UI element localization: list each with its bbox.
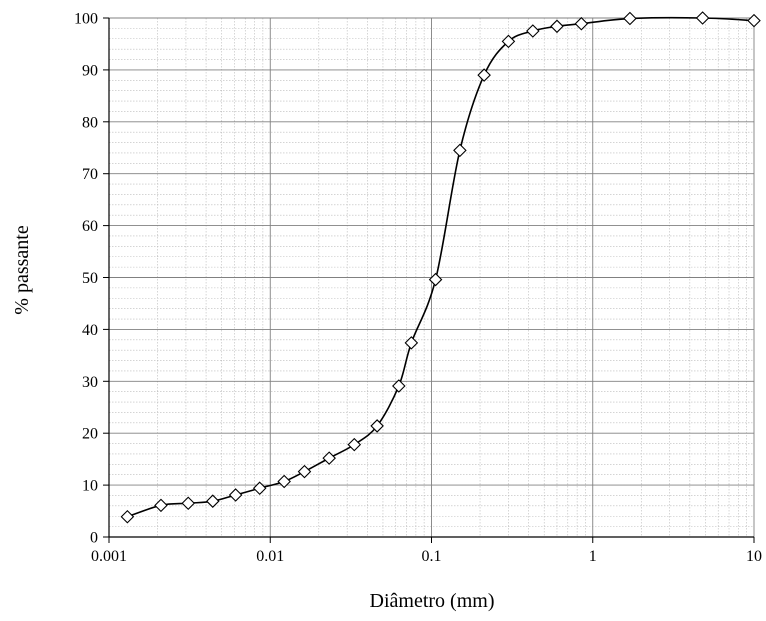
data-point bbox=[252, 481, 267, 495]
data-point bbox=[574, 16, 589, 31]
data-point bbox=[695, 11, 710, 25]
x-tick-label: 10 bbox=[746, 548, 762, 565]
y-tick-label: 60 bbox=[82, 218, 98, 235]
data-point bbox=[181, 496, 196, 511]
y-tick-label: 40 bbox=[82, 322, 98, 339]
y-tick-labels: 0 10 20 30 40 50 60 70 80 90 100 bbox=[74, 11, 98, 547]
y-tick-label: 0 bbox=[90, 530, 98, 547]
data-point bbox=[370, 419, 384, 433]
axis-ticks bbox=[103, 17, 755, 543]
y-tick-label: 30 bbox=[82, 374, 98, 391]
y-axis-title: % passante bbox=[11, 225, 33, 315]
x-tick-label: 0.1 bbox=[422, 548, 442, 565]
data-point bbox=[404, 336, 419, 350]
y-tick-label: 20 bbox=[82, 426, 98, 443]
y-tick-label: 70 bbox=[82, 166, 98, 183]
y-tick-label: 90 bbox=[82, 62, 98, 79]
data-point bbox=[501, 34, 516, 49]
x-tick-label: 0.001 bbox=[91, 548, 127, 565]
data-point bbox=[322, 451, 336, 465]
data-point bbox=[228, 488, 243, 502]
x-tick-labels: 0.001 0.01 0.1 1 10 bbox=[91, 548, 762, 565]
data-point bbox=[526, 24, 540, 38]
data-point bbox=[428, 272, 443, 287]
data-point bbox=[477, 68, 491, 82]
data-point bbox=[747, 13, 761, 28]
data-point bbox=[297, 464, 312, 479]
data-point bbox=[392, 379, 406, 393]
data-point bbox=[120, 509, 135, 524]
data-point bbox=[205, 494, 220, 508]
data-point bbox=[550, 19, 564, 34]
data-point bbox=[347, 437, 362, 452]
x-tick-label: 0.01 bbox=[256, 548, 284, 565]
data-points bbox=[120, 11, 761, 524]
y-tick-label: 80 bbox=[82, 114, 98, 131]
data-point bbox=[623, 11, 637, 26]
y-tick-label: 10 bbox=[82, 478, 98, 495]
x-axis-title: Diâmetro (mm) bbox=[370, 590, 495, 612]
data-point bbox=[154, 498, 168, 513]
data-point bbox=[277, 474, 291, 489]
y-tick-label: 100 bbox=[74, 11, 98, 28]
x-tick-label: 1 bbox=[589, 548, 597, 565]
y-tick-label: 50 bbox=[82, 270, 98, 287]
data-point bbox=[453, 143, 467, 158]
